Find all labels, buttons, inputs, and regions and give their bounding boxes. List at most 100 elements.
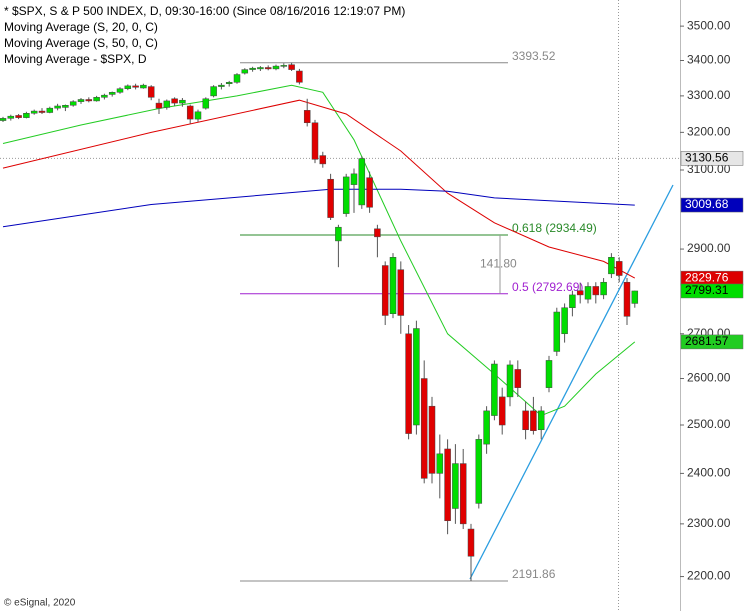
- candle-body: [288, 64, 295, 70]
- candle-body: [54, 105, 61, 109]
- moving-averages: [2, 84, 636, 417]
- candle-body: [77, 99, 85, 102]
- candle-body: [608, 257, 615, 275]
- fib-range-label: 141.80: [480, 257, 517, 271]
- candle-body: [498, 396, 506, 426]
- candle-body: [280, 65, 288, 67]
- legend-entry: Moving Average (S, 20, 0, C): [4, 20, 158, 34]
- candle-body: [366, 177, 373, 208]
- candle-body: [303, 110, 311, 124]
- footer: © eSignal, 2020: [4, 598, 76, 609]
- candle-body: [116, 88, 124, 93]
- fib-label: 0.5 (2792.69): [512, 280, 583, 294]
- candle-body: [428, 405, 436, 474]
- ma-line: [2, 99, 636, 279]
- candle-body: [249, 67, 256, 70]
- y-tick-label: 3400.00: [687, 53, 731, 67]
- candle-body: [132, 85, 139, 88]
- ma-line: [2, 84, 636, 417]
- candle-body: [631, 290, 639, 304]
- candle-body: [194, 111, 202, 120]
- candle-body: [108, 92, 116, 95]
- y-tick-label: 2300.00: [687, 516, 731, 530]
- ma-line: [2, 188, 635, 228]
- candle-body: [241, 69, 249, 74]
- candle-body: [38, 110, 46, 113]
- candle-body: [350, 173, 358, 185]
- y-tick-label: 3100.00: [687, 162, 731, 176]
- y-tick-label: 2900.00: [687, 241, 731, 255]
- candle-body: [374, 228, 381, 238]
- y-tick-label: 3200.00: [687, 125, 731, 139]
- candle-body: [327, 178, 334, 218]
- price-boxes: 3130.56 2681.57 2829.76 3009.68 2799.31: [680, 151, 744, 350]
- candle-body: [381, 265, 389, 316]
- candle-body: [147, 86, 155, 98]
- axis-ticks: 2200.002300.002400.002500.002600.002700.…: [680, 18, 731, 583]
- candle-body: [623, 281, 631, 317]
- candle-body: [225, 82, 233, 84]
- candle-body: [311, 122, 319, 160]
- trendline: [469, 184, 674, 580]
- candle-body: [69, 101, 77, 106]
- candle-body: [475, 439, 483, 504]
- candle-body: [186, 105, 194, 120]
- candle-body: [615, 261, 623, 276]
- last-price-box: [680, 283, 744, 299]
- candle-body: [23, 113, 30, 118]
- candle-body: [179, 99, 186, 104]
- level-label: 3393.52: [512, 49, 556, 63]
- candle-body: [272, 65, 280, 70]
- y-tick-label: 2200.00: [687, 569, 731, 583]
- candle-body: [171, 98, 178, 104]
- candle-body: [553, 311, 561, 352]
- candle-body: [264, 67, 272, 70]
- candle-body: [124, 85, 132, 89]
- candle-body: [62, 105, 69, 108]
- candle-body: [592, 286, 600, 296]
- candle-body: [537, 410, 545, 431]
- candle-body: [545, 360, 553, 388]
- candle-body: [218, 84, 225, 87]
- candle-body: [101, 94, 108, 98]
- header: * $SPX, S & P 500 INDEX, D, 09:30-16:00 …: [4, 4, 405, 66]
- candle-body: [506, 364, 514, 398]
- candle-body: [561, 307, 568, 335]
- candle-body: [444, 448, 451, 522]
- candle-body: [405, 333, 412, 434]
- candle-body: [600, 281, 607, 296]
- y-tick-label: 2400.00: [687, 466, 731, 480]
- level-label: 2191.86: [512, 567, 556, 581]
- cursor-price-box-label: 3130.56: [685, 151, 729, 165]
- candle-body: [342, 176, 350, 214]
- candle-body: [93, 97, 100, 102]
- ma-price-box-label: 2681.57: [685, 334, 729, 348]
- candle-body: [335, 226, 342, 242]
- candles: [0, 62, 639, 581]
- y-tick-label: 2600.00: [687, 371, 731, 385]
- candle-body: [530, 410, 537, 431]
- chart-title: * $SPX, S & P 500 INDEX, D, 09:30-16:00 …: [4, 4, 405, 18]
- candle-body: [46, 107, 54, 113]
- candle-body: [30, 110, 38, 114]
- candle-body: [296, 70, 303, 83]
- candle-body: [15, 115, 22, 118]
- candle-body: [459, 463, 467, 525]
- candle-body: [0, 118, 7, 121]
- candle-body: [7, 115, 15, 119]
- candle-body: [569, 294, 576, 308]
- candle-body: [514, 369, 522, 388]
- candle-body: [413, 328, 420, 426]
- y-tick-label: 2500.00: [687, 417, 731, 431]
- ma-price-box-label: 3009.68: [685, 197, 729, 211]
- cursor-price-box: [680, 151, 744, 166]
- candle-body: [397, 269, 405, 316]
- candle-body: [85, 99, 93, 102]
- candle-body: [210, 86, 217, 97]
- ma-price-box: [680, 197, 744, 213]
- candle-body: [319, 155, 327, 165]
- candle-body: [452, 463, 459, 509]
- candle-body: [358, 158, 366, 206]
